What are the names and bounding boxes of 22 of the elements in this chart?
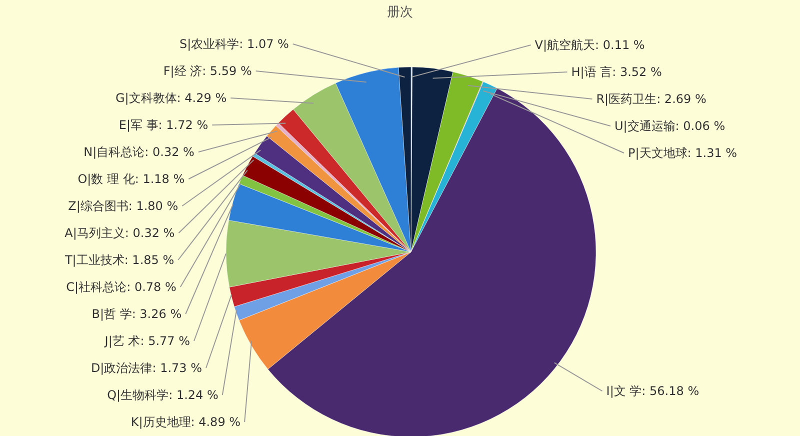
slice-label: D|政治法律: 1.73 % xyxy=(90,361,202,375)
slice-label: O|数 理 化: 1.18 % xyxy=(78,172,185,186)
slice-label: S|农业科学: 1.07 % xyxy=(179,37,289,51)
slice-label: N|自科总论: 0.32 % xyxy=(84,145,194,159)
slice-label: A|马列主义: 0.32 % xyxy=(64,226,175,240)
slice-label: U|交通运输: 0.06 % xyxy=(614,119,726,133)
slice-label: T|工业技术: 1.85 % xyxy=(64,253,174,267)
slice-label: P|天文地球: 1.31 % xyxy=(628,146,738,160)
slice-label: I|文 学: 56.18 % xyxy=(606,384,700,398)
slice-label: G|文科教体: 4.29 % xyxy=(115,91,227,105)
slice-label: R|医药卫生: 2.69 % xyxy=(596,92,706,106)
slice-label: H|语 言: 3.52 % xyxy=(571,65,662,79)
slice-label: J|艺 术: 5.77 % xyxy=(104,334,190,348)
slice-label: C|社科总论: 0.78 % xyxy=(66,280,176,294)
slice-label: B|哲 学: 3.26 % xyxy=(92,307,182,321)
slice-label: F|经 济: 5.59 % xyxy=(163,64,252,78)
slice-label: Q|生物科学: 1.24 % xyxy=(107,388,218,402)
slice-label: K|历史地理: 4.89 % xyxy=(130,415,241,429)
slice-label: Z|综合图书: 1.80 % xyxy=(68,199,178,213)
chart-title: 册次 xyxy=(387,5,413,20)
slice-label: E|军 事: 1.72 % xyxy=(118,118,208,132)
slice-label: V|航空航天: 0.11 % xyxy=(534,38,645,52)
